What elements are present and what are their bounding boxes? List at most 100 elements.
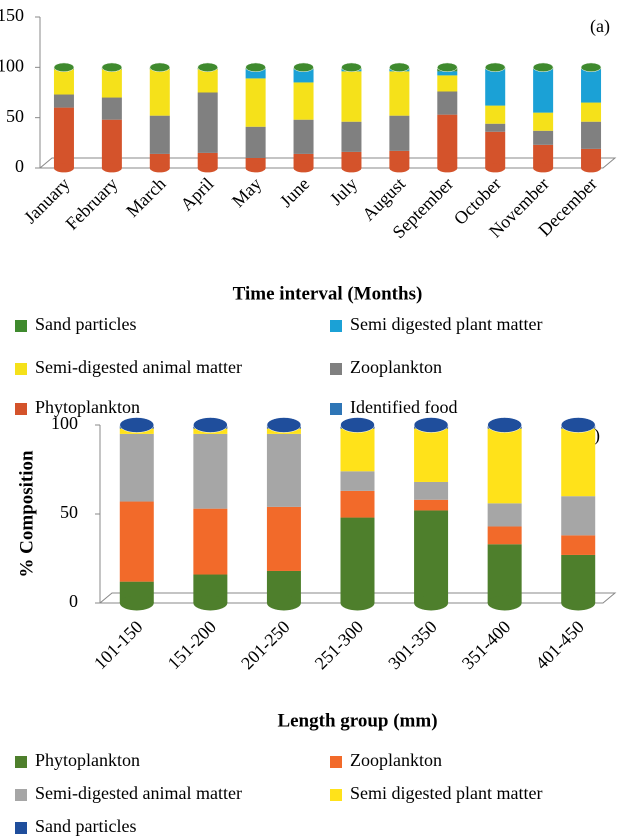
legend-label: Semi-digested animal matter <box>35 357 242 377</box>
x-tick-label: March <box>122 174 169 221</box>
legend-label: Sand particles <box>35 816 136 836</box>
bar-cap <box>53 62 75 72</box>
bar-segment <box>389 71 410 116</box>
bar-cap <box>340 417 375 433</box>
bar-segment <box>197 69 218 93</box>
bar-bottom <box>53 163 74 173</box>
bar-segment <box>293 69 314 83</box>
bar-segment <box>53 94 74 108</box>
legend-swatch <box>15 789 27 801</box>
bar-segment <box>119 501 154 582</box>
bar-segment <box>245 69 266 79</box>
x-tick-label: 351-400 <box>458 617 515 674</box>
bar-bottom <box>561 595 596 611</box>
bar-segment <box>149 69 170 116</box>
x-tick-label: 201-250 <box>237 617 294 674</box>
y-tick-label: 100 <box>0 55 24 75</box>
bar-bottom <box>293 163 314 173</box>
x-tick-label: 101-150 <box>90 617 147 674</box>
legend-swatch <box>15 756 27 768</box>
bar-cap <box>119 417 155 433</box>
legend-swatch <box>15 320 27 332</box>
bar-segment <box>487 526 522 545</box>
bar-segment <box>266 506 301 571</box>
bar-segment <box>414 510 449 603</box>
legend-label: Sand particles <box>35 314 136 334</box>
legend-swatch <box>330 789 342 801</box>
floor <box>38 157 617 169</box>
bar-bottom <box>341 163 362 173</box>
bar-segment <box>341 121 362 152</box>
bar-segment <box>533 112 554 131</box>
bar-cap <box>101 62 123 72</box>
bar-bottom <box>581 163 602 173</box>
bar-bottom <box>487 595 522 611</box>
bar-cap <box>149 62 171 72</box>
bar-cap <box>560 417 596 433</box>
chart-title: (a) <box>590 16 610 37</box>
bar-segment <box>266 433 301 507</box>
bar-segment <box>341 71 362 122</box>
legend-swatch <box>15 363 27 375</box>
bar-segment <box>101 97 122 120</box>
x-axis-label: Length group (mm) <box>277 710 437 731</box>
x-tick-label: 301-350 <box>384 617 441 674</box>
bar-bottom <box>101 163 122 173</box>
bar-segment <box>561 554 596 603</box>
bar-segment <box>53 107 74 168</box>
bar-segment <box>197 92 218 153</box>
bar-bottom <box>193 595 228 611</box>
bar-segment <box>437 91 458 115</box>
legend-swatch <box>330 363 342 375</box>
bar-segment <box>193 508 228 575</box>
legend-label: Semi digested plant matter <box>350 783 542 803</box>
legend-swatch <box>330 320 342 332</box>
bar-segment <box>119 433 154 502</box>
y-tick-label: 0 <box>15 156 24 176</box>
bar-segment <box>581 69 602 103</box>
y-tick-label: 0 <box>69 591 78 611</box>
bar-segment <box>437 71 458 76</box>
y-axis-label: % Composition <box>16 450 37 578</box>
bar-segment <box>293 82 314 120</box>
bar-segment <box>340 428 375 472</box>
y-tick-label: 50 <box>6 106 24 126</box>
bar-segment <box>53 69 74 95</box>
bar-segment <box>533 130 554 145</box>
bar-segment <box>149 115 170 154</box>
bar-bottom <box>197 163 218 173</box>
x-tick-label: April <box>176 174 217 215</box>
bar-bottom <box>245 163 266 173</box>
y-tick-label: 100 <box>51 413 78 433</box>
bar-segment <box>389 150 410 168</box>
x-tick-label: February <box>62 174 122 234</box>
bar-cap <box>341 62 362 72</box>
y-tick-label: 50 <box>60 502 78 522</box>
bar-segment <box>340 517 375 603</box>
legend-label: Identified food <box>350 397 457 417</box>
bar-segment <box>533 69 554 113</box>
bar-segment <box>414 481 449 500</box>
bar-segment <box>341 151 362 168</box>
bar-segment <box>487 428 522 504</box>
legend-label: Zooplankton <box>350 750 442 770</box>
x-tick-label: June <box>276 174 313 211</box>
bar-cap <box>245 62 266 72</box>
bar-segment <box>101 69 122 98</box>
legend-label: Semi digested plant matter <box>350 314 542 334</box>
bar-bottom <box>437 163 458 173</box>
bar-segment <box>389 115 410 151</box>
bar-segment <box>485 123 506 132</box>
bar-segment <box>533 144 554 168</box>
bar-cap <box>197 62 218 72</box>
bar-cap <box>266 417 302 433</box>
bar-segment <box>581 148 602 168</box>
bar-segment <box>485 105 506 124</box>
x-axis-label: Time interval (Months) <box>233 283 423 304</box>
bar-segment <box>487 544 522 603</box>
bar-segment <box>414 499 449 511</box>
bar-segment <box>245 157 266 168</box>
bar-bottom <box>414 595 449 611</box>
x-tick-label: 401-450 <box>531 617 588 674</box>
legend-label: Zooplankton <box>350 357 442 377</box>
